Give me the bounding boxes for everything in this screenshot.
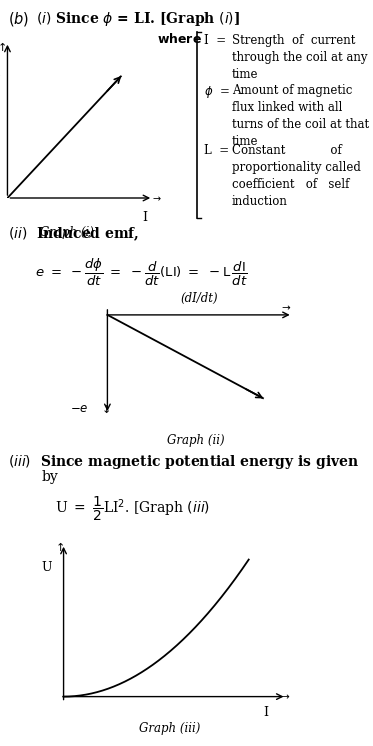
Text: U: U — [41, 561, 52, 574]
Text: I: I — [263, 706, 268, 719]
Text: L  =: L = — [204, 144, 229, 157]
Text: $\rightarrow$: $\rightarrow$ — [279, 302, 291, 312]
Text: Graph (ii): Graph (ii) — [167, 434, 225, 447]
Text: $\mathbf{\it{(ii)}}$  Induced emf,: $\mathbf{\it{(ii)}}$ Induced emf, — [8, 225, 139, 242]
Text: $\phi$  =: $\phi$ = — [204, 84, 230, 100]
Text: I: I — [142, 211, 147, 224]
Text: Graph (iii): Graph (iii) — [139, 722, 201, 736]
Text: I  =: I = — [204, 34, 226, 47]
Text: $-e$: $-e$ — [70, 402, 88, 415]
Text: $\rightarrow$: $\rightarrow$ — [151, 193, 162, 203]
Text: by: by — [42, 470, 59, 484]
Text: $\mathbf{\it{(b)}}$: $\mathbf{\it{(b)}}$ — [8, 10, 29, 28]
Text: $\uparrow$: $\uparrow$ — [0, 40, 6, 54]
Text: (dI/dt): (dI/dt) — [181, 292, 218, 305]
Text: Graph (i): Graph (i) — [40, 226, 94, 239]
Text: $\mathbf{\it{(i)}}$ Since $\phi$ = LI. [Graph $\mathit{(i)}$]: $\mathbf{\it{(i)}}$ Since $\phi$ = LI. [… — [36, 10, 240, 28]
Text: $\mathbf{where}$: $\mathbf{where}$ — [157, 32, 202, 46]
Text: $e\ =\ -\dfrac{d\phi}{dt}\ =\ -\dfrac{d}{dt}(\mathrm{LI})\ =\ -\mathrm{L}\,\dfra: $e\ =\ -\dfrac{d\phi}{dt}\ =\ -\dfrac{d}… — [35, 257, 248, 288]
Text: $\mathbf{\it{(iii)}}$  Since magnetic potential energy is given: $\mathbf{\it{(iii)}}$ Since magnetic pot… — [8, 453, 359, 471]
Text: $\downarrow$: $\downarrow$ — [99, 402, 110, 415]
Text: U $=$ $\dfrac{1}{2}$LI$^2$. [Graph $\mathit{(iii)}$: U $=$ $\dfrac{1}{2}$LI$^2$. [Graph $\mat… — [55, 495, 210, 524]
Text: $\rightarrow$: $\rightarrow$ — [278, 692, 290, 701]
Text: Amount of magnetic
flux linked with all
turns of the coil at that
time: Amount of magnetic flux linked with all … — [232, 84, 369, 148]
Text: $\uparrow$: $\uparrow$ — [53, 540, 64, 554]
Text: Constant            of
proportionality called
coefficient   of   self
induction: Constant of proportionality called coeff… — [232, 144, 361, 208]
Text: Strength  of  current
through the coil at any
time: Strength of current through the coil at … — [232, 34, 367, 81]
